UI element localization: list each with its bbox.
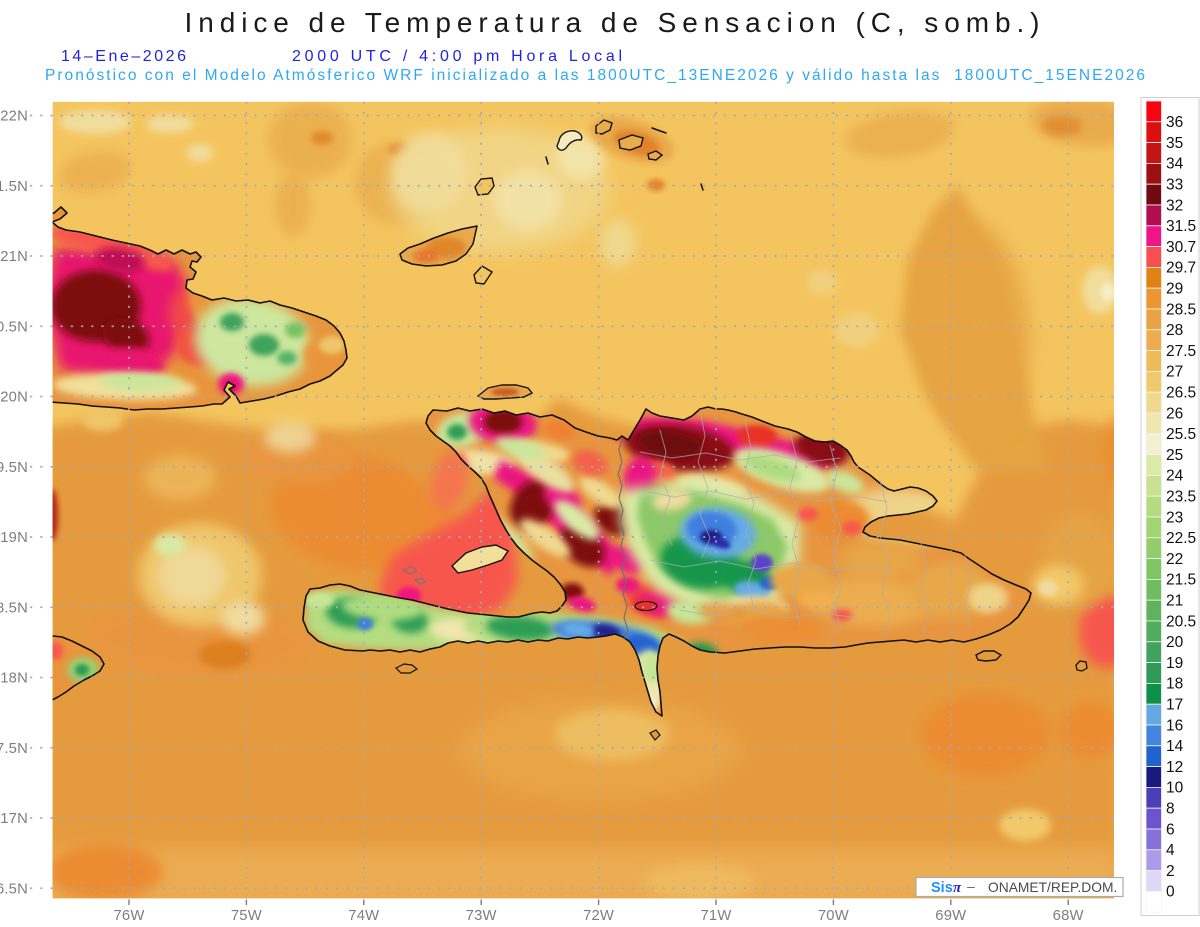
svg-text:21N: 21N [0, 249, 28, 265]
svg-text:18: 18 [1166, 676, 1183, 693]
svg-text:2: 2 [1166, 863, 1175, 880]
svg-text:27.5: 27.5 [1166, 343, 1196, 360]
svg-text:29.7: 29.7 [1166, 260, 1196, 277]
svg-text:9.5N: 9.5N [0, 460, 28, 476]
svg-text:17: 17 [1166, 697, 1183, 714]
svg-text:28.5: 28.5 [1166, 301, 1196, 318]
svg-text:72W: 72W [583, 908, 614, 924]
svg-text:4: 4 [1166, 842, 1175, 859]
svg-text:Indice de Temperatura de Sensa: Indice de Temperatura de Sensacion (C, s… [185, 7, 1040, 38]
svg-text:73W: 73W [466, 908, 497, 924]
svg-text:0: 0 [1166, 884, 1175, 901]
svg-text:2000 UTC / 4:00 pm Hora Local: 2000 UTC / 4:00 pm Hora Local [292, 48, 622, 65]
svg-text:8: 8 [1166, 801, 1175, 818]
svg-text:23.5: 23.5 [1166, 489, 1196, 506]
svg-text:20.5: 20.5 [1166, 613, 1196, 630]
svg-text:21.5: 21.5 [1166, 572, 1196, 589]
svg-text:0.5N: 0.5N [0, 319, 28, 335]
svg-text:21: 21 [1166, 593, 1183, 610]
svg-text:68W: 68W [1053, 908, 1084, 924]
svg-text:29: 29 [1166, 281, 1183, 298]
svg-text:Sis: Sis [931, 880, 953, 896]
svg-text:6: 6 [1166, 821, 1175, 838]
svg-text:20: 20 [1166, 634, 1184, 651]
svg-text:32: 32 [1166, 197, 1183, 214]
svg-text:19: 19 [1166, 655, 1183, 672]
svg-text:28: 28 [1166, 322, 1183, 339]
svg-text:14–Ene–2026: 14–Ene–2026 [61, 48, 186, 65]
svg-text:14: 14 [1166, 738, 1184, 755]
svg-text:34: 34 [1166, 156, 1184, 173]
svg-text:1.5N: 1.5N [0, 179, 28, 195]
svg-text:70W: 70W [818, 908, 849, 924]
svg-text:69W: 69W [935, 908, 966, 924]
svg-text:Pronóstico con el Modelo Atmós: Pronóstico con el Modelo Atmósferico WRF… [45, 67, 1145, 84]
svg-text:36: 36 [1166, 114, 1183, 131]
svg-text:17N: 17N [0, 811, 28, 827]
svg-text:22N: 22N [0, 109, 28, 125]
svg-text:26.5: 26.5 [1166, 385, 1196, 402]
svg-text:ONAMET/REP.DOM.: ONAMET/REP.DOM. [988, 880, 1117, 895]
svg-text:6.5N: 6.5N [0, 882, 28, 898]
svg-text:25.5: 25.5 [1166, 426, 1196, 443]
svg-text:8.5N: 8.5N [0, 601, 28, 617]
svg-text:–: – [967, 878, 975, 894]
svg-text:76W: 76W [113, 908, 144, 924]
svg-text:25: 25 [1166, 447, 1183, 464]
svg-text:74W: 74W [348, 908, 379, 924]
svg-text:22: 22 [1166, 551, 1183, 568]
svg-text:30.7: 30.7 [1166, 239, 1196, 256]
svg-text:31.5: 31.5 [1166, 218, 1196, 235]
svg-text:23: 23 [1166, 509, 1183, 526]
svg-text:10: 10 [1166, 780, 1184, 797]
svg-text:16: 16 [1166, 717, 1183, 734]
svg-text:35: 35 [1166, 135, 1183, 152]
svg-text:12: 12 [1166, 759, 1183, 776]
svg-text:71W: 71W [700, 908, 731, 924]
svg-text:33: 33 [1166, 177, 1183, 194]
svg-text:22.5: 22.5 [1166, 530, 1196, 547]
svg-text:27: 27 [1166, 364, 1183, 381]
svg-text:20N: 20N [0, 390, 28, 406]
svg-text:24: 24 [1166, 468, 1184, 485]
svg-text:7.5N: 7.5N [0, 741, 28, 757]
svg-text:π: π [953, 880, 962, 896]
svg-text:75W: 75W [231, 908, 262, 924]
svg-text:26: 26 [1166, 405, 1183, 422]
svg-text:18N: 18N [0, 671, 28, 687]
svg-text:19N: 19N [0, 530, 28, 546]
